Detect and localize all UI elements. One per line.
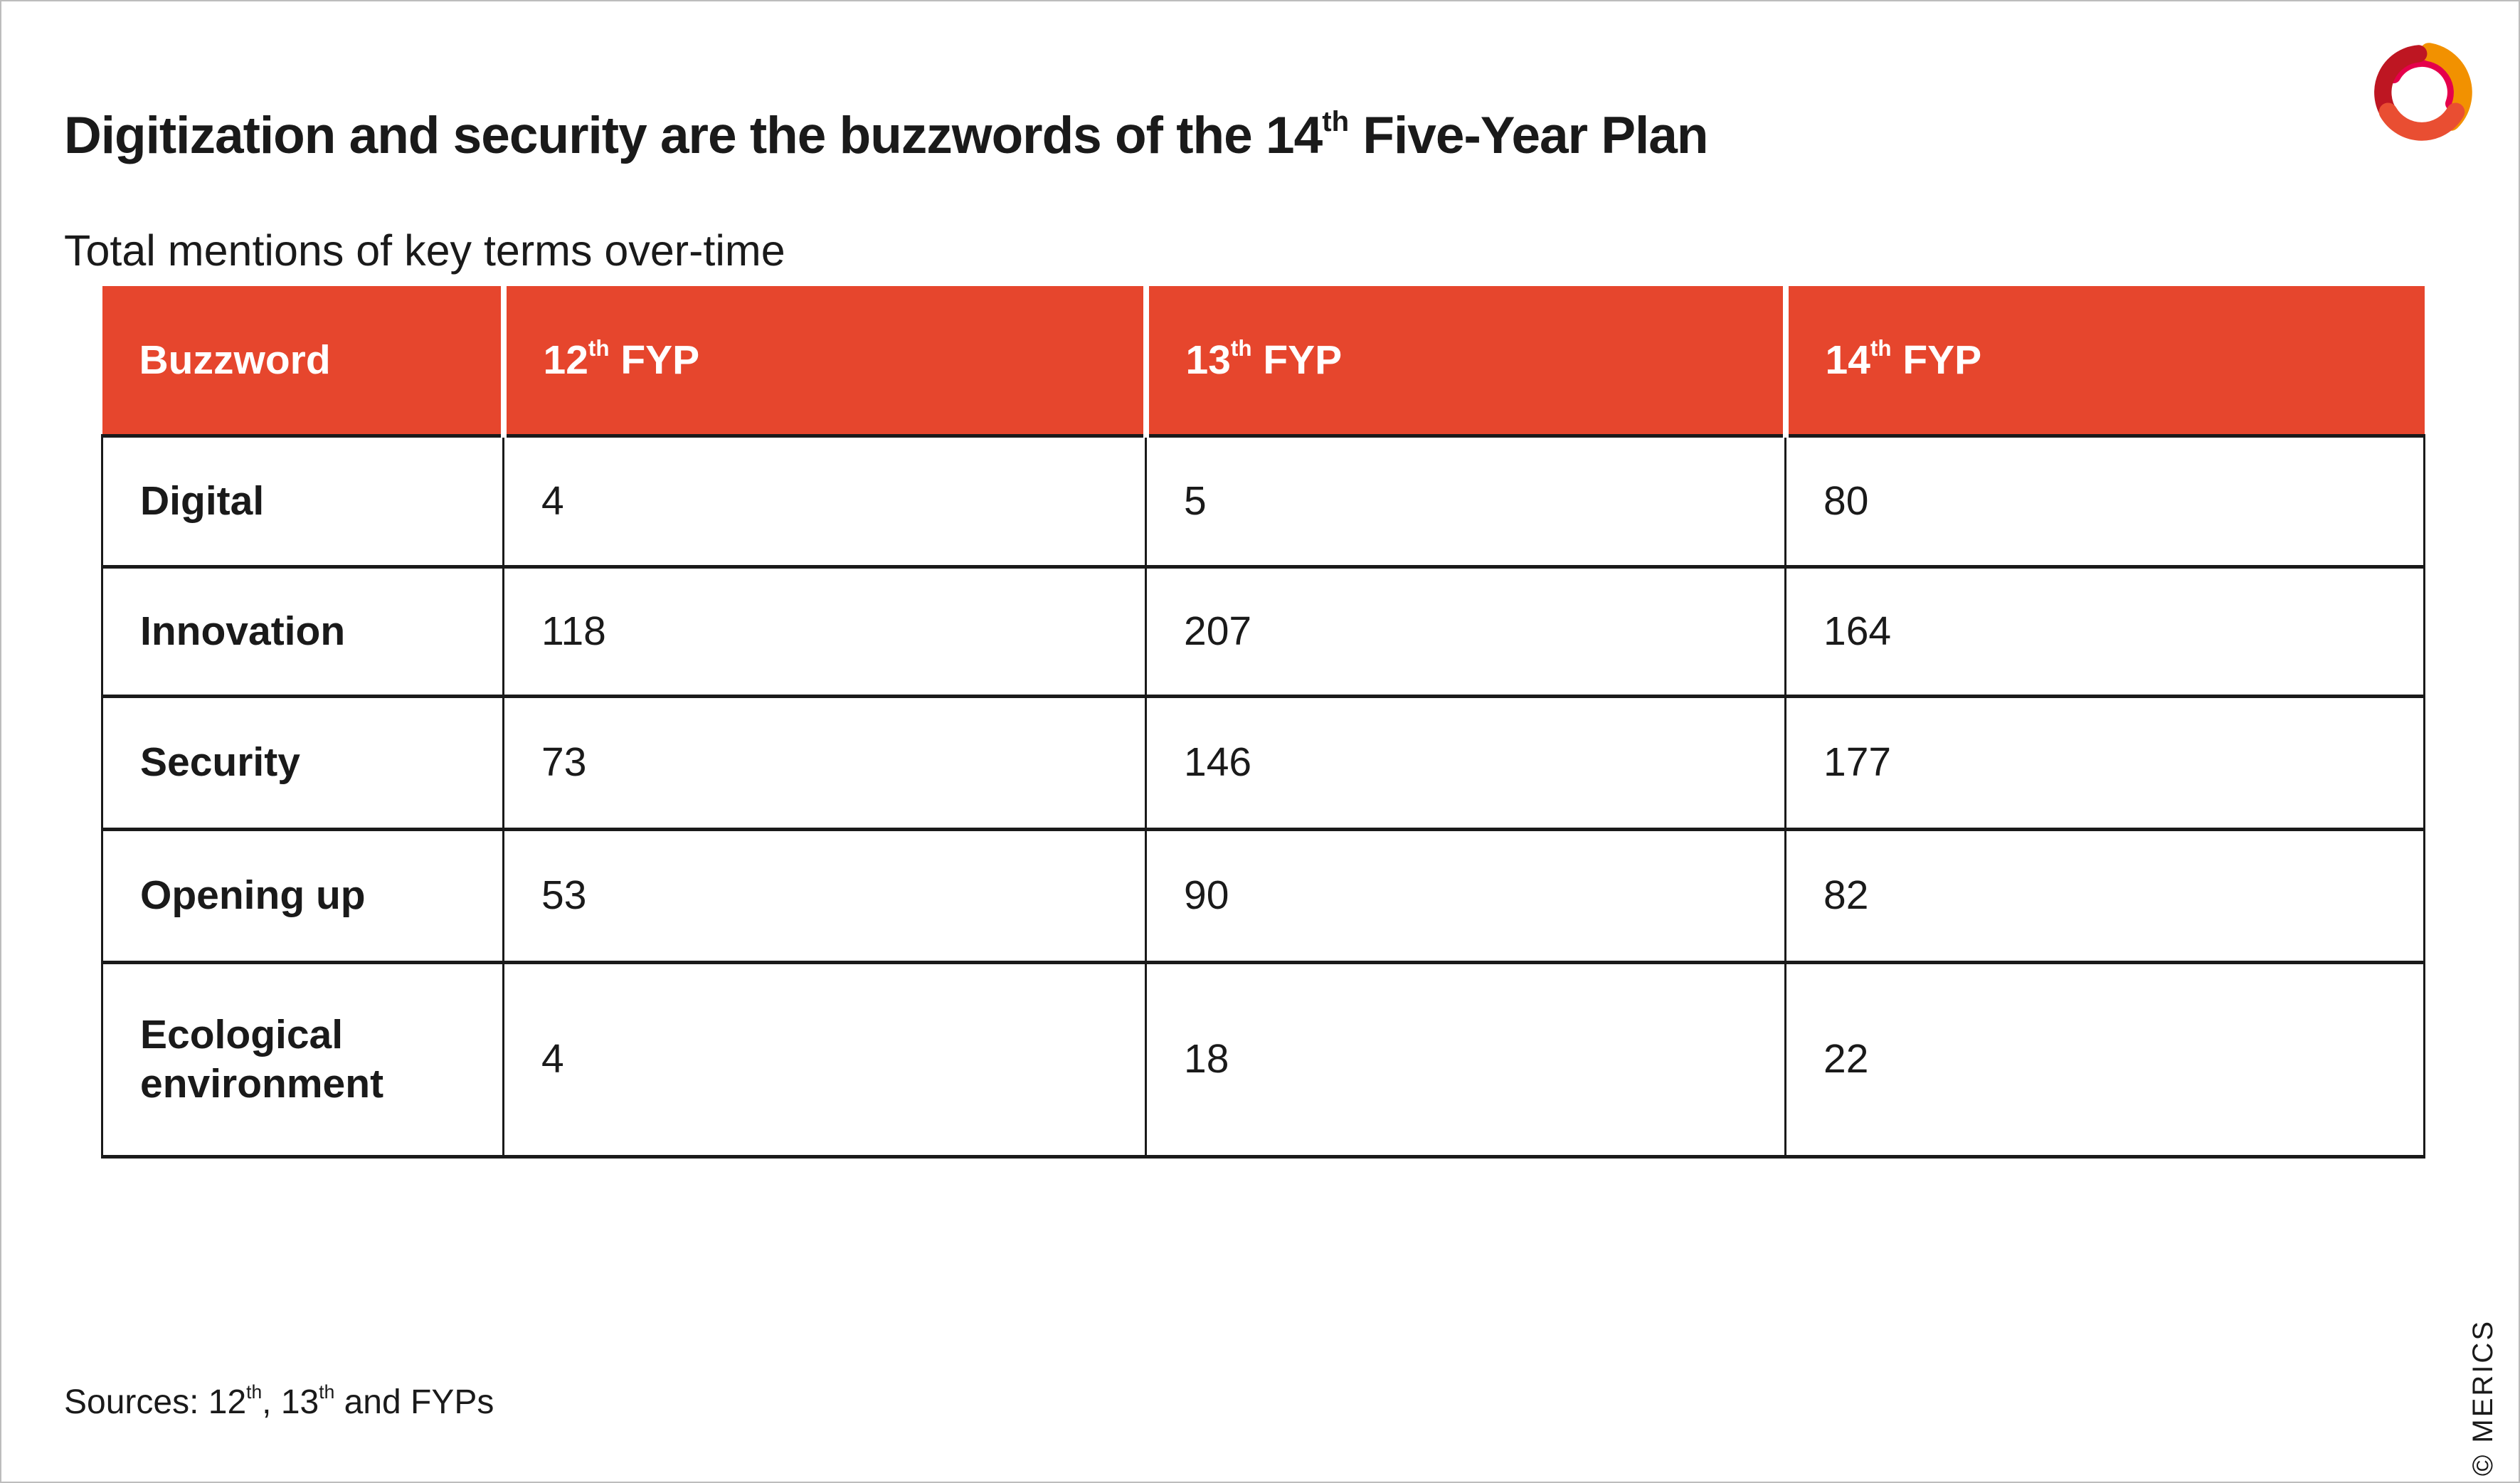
header-rest: FYP (1891, 337, 1982, 383)
table-cell: 73 (502, 694, 1147, 831)
table-cell: 4 (502, 433, 1147, 569)
sources-text: Sources: 12 (64, 1383, 247, 1421)
table-row-ecological-environment: Ecological environment 4 18 22 (101, 960, 2425, 1159)
buzzword-mentions-table: Buzzword 12th FYP 13th FYP 14th FYP Digi… (101, 286, 2425, 1159)
sources-text: and FYPs (334, 1383, 494, 1421)
logo-vermilion-arc (2378, 102, 2465, 141)
sources-superscript: th (246, 1381, 263, 1403)
merics-logo-icon (2374, 43, 2472, 141)
table-cell: 164 (1784, 564, 2425, 698)
header-superscript: th (1230, 335, 1252, 361)
table-row-security: Security 73 146 177 (101, 694, 2425, 831)
table-cell: 90 (1145, 827, 1786, 964)
table-cell: 4 (502, 960, 1147, 1159)
row-label-cell: Ecological environment (101, 960, 504, 1159)
row-label-cell: Security (101, 694, 504, 831)
header-rest: FYP (609, 337, 700, 383)
table-cell: 80 (1784, 433, 2425, 569)
table-row-opening-up: Opening up 53 90 82 (101, 827, 2425, 964)
table-cell: 118 (502, 564, 1147, 698)
table-header-row: Buzzword 12th FYP 13th FYP 14th FYP (102, 286, 2425, 436)
table-cell: 18 (1145, 960, 1786, 1159)
column-header-13th-fyp: 13th FYP (1143, 286, 1786, 436)
copyright-label: © MERICS (2467, 1319, 2499, 1477)
column-header-14th-fyp: 14th FYP (1782, 286, 2425, 436)
header-num: 13 (1185, 337, 1231, 383)
sources-superscript: th (319, 1381, 335, 1403)
title-text-post: Five-Year Plan (1349, 107, 1708, 164)
column-header-12th-fyp: 12th FYP (500, 286, 1146, 436)
sources-text: , 13 (262, 1383, 319, 1421)
table-cell: 82 (1784, 827, 2425, 964)
table-cell: 5 (1145, 433, 1786, 569)
title-text-pre: Digitization and security are the buzzwo… (64, 107, 1323, 164)
column-header-buzzword: Buzzword (102, 286, 504, 436)
table-cell: 53 (502, 827, 1147, 964)
table-cell: 22 (1784, 960, 2425, 1159)
table-cell: 146 (1145, 694, 1786, 831)
sources-note: Sources: 12th, 13th and FYPs (64, 1383, 494, 1421)
page-subtitle: Total mentions of key terms over-time (64, 226, 785, 275)
row-label-cell: Opening up (101, 827, 504, 964)
row-label-cell: Digital (101, 433, 504, 569)
page-title: Digitization and security are the buzzwo… (64, 107, 1709, 164)
header-num: 14 (1825, 337, 1870, 383)
table-cell: 207 (1145, 564, 1786, 698)
row-label-cell: Innovation (101, 564, 504, 698)
header-num: 12 (543, 337, 588, 383)
header-superscript: th (588, 335, 610, 361)
header-superscript: th (1870, 335, 1892, 361)
table-row-innovation: Innovation 118 207 164 (101, 564, 2425, 698)
table-cell: 177 (1784, 694, 2425, 831)
table-row-digital: Digital 4 5 80 (101, 433, 2425, 569)
title-superscript: th (1322, 105, 1350, 137)
header-rest: FYP (1251, 337, 1343, 383)
